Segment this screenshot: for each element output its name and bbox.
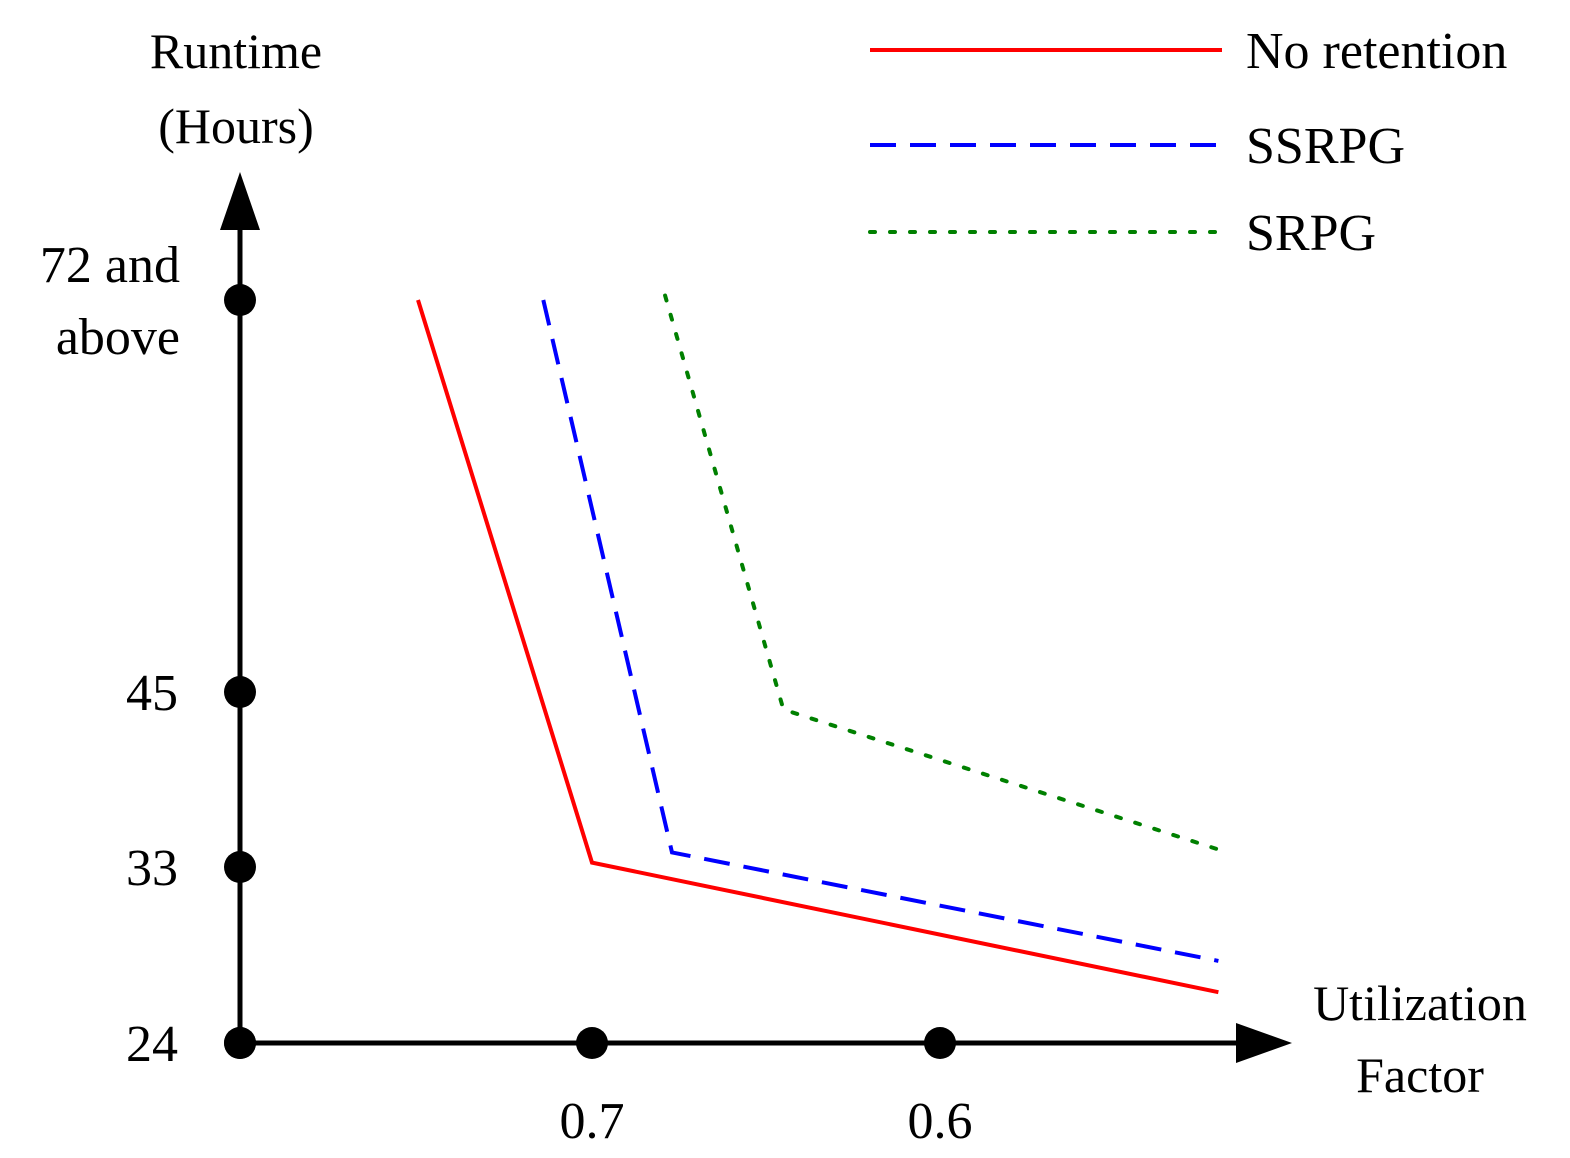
x-axis-title: Utilization Factor [1313,975,1527,1103]
y-tick-label: 72 and above [40,237,180,366]
legend-label-srpg: SRPG [1246,205,1376,262]
legend: No retention SSRPG SRPG [868,23,1507,262]
y-tick-marker [224,851,256,883]
y-tick-label: 45 [126,665,178,722]
series-lines [416,293,1221,995]
y-tick-label: 24 [126,1016,178,1073]
series-line-ssrpg [541,299,1219,963]
x-tick-label: 0.6 [908,1093,973,1150]
y-axis-arrow [220,172,260,230]
y-tick-marker [224,1027,256,1059]
legend-label-no-retention: No retention [1246,23,1507,80]
legend-label-ssrpg: SSRPG [1246,118,1405,175]
y-tick-marker [224,284,256,316]
x-tick-marker [576,1027,608,1059]
x-tick-label: 0.7 [560,1093,625,1150]
y-tick-label: 33 [126,840,178,897]
x-axis-arrow [1236,1023,1292,1063]
axis-titles: Runtime (Hours) Utilization Factor [150,23,1527,1103]
y-tick-marker [224,676,256,708]
x-tick-marker [924,1027,956,1059]
y-axis-title: Runtime (Hours) [150,23,322,154]
axes [220,172,1292,1063]
series-line-srpg [663,293,1221,852]
series-line-no-retention [416,299,1219,995]
axis-ticks: 24 33 45 72 and above 0.7 0.6 [40,237,973,1150]
